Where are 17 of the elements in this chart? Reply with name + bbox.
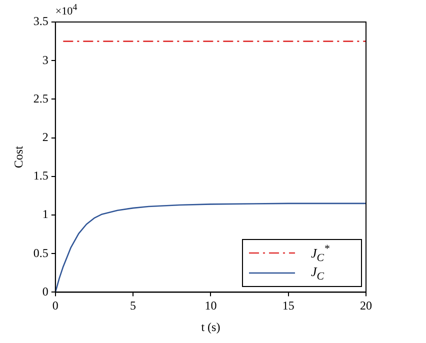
y-tick-label: 1.5	[33, 168, 48, 183]
x-tick-label: 20	[360, 298, 372, 313]
text: ×10$^{4}$	[55, 2, 78, 18]
y-tick-label: 2.5	[33, 91, 48, 106]
y-axis-title: Cost	[11, 145, 26, 168]
y-tick-label: 3.5	[33, 14, 48, 28]
y-tick-label: 3	[42, 52, 48, 67]
y-tick-label: 0.5	[33, 246, 48, 260]
y-tick-label: 1	[42, 207, 48, 222]
legend-label: J$_{C}$	[311, 264, 324, 282]
x-tick-label: 0	[52, 298, 58, 313]
x-axis-title: t (s)	[201, 320, 220, 334]
y-tick-label: 0	[42, 284, 48, 298]
x-tick-label: 15	[282, 298, 294, 313]
x-tick-label: 10	[204, 298, 217, 313]
y-tick-label: 2	[42, 130, 48, 144]
x-tick-label: 5	[130, 298, 136, 313]
